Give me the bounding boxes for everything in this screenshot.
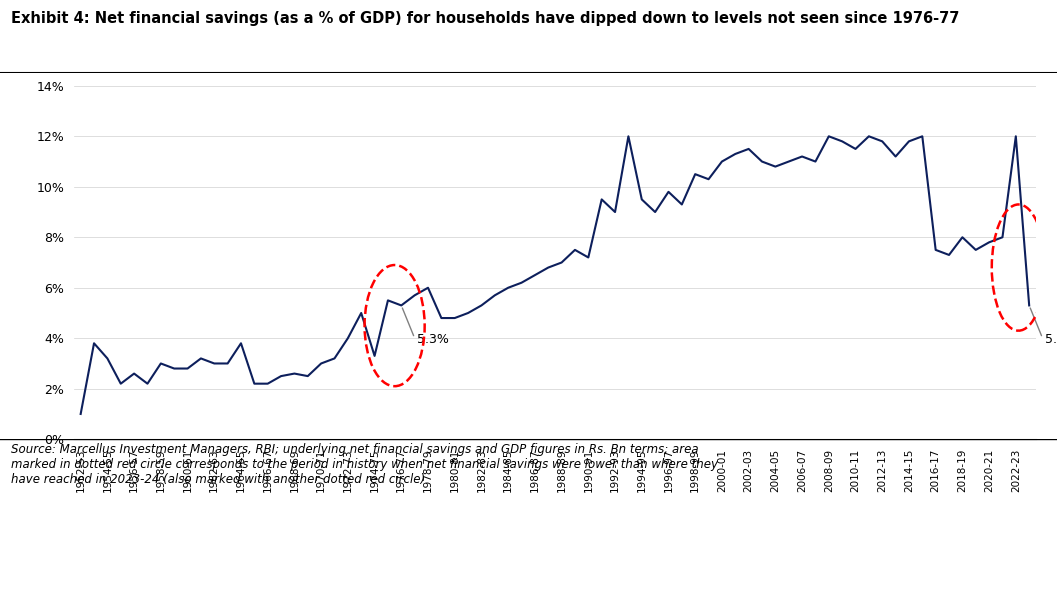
Text: Source: Marcellus Investment Managers, RBI; underlying net financial savings and: Source: Marcellus Investment Managers, R… (11, 443, 718, 486)
Text: Exhibit 4: Net financial savings (as a % of GDP) for households have dipped down: Exhibit 4: Net financial savings (as a %… (11, 11, 959, 26)
Text: 5.3%: 5.3% (418, 333, 449, 346)
Text: 5.3%: 5.3% (1045, 333, 1057, 346)
